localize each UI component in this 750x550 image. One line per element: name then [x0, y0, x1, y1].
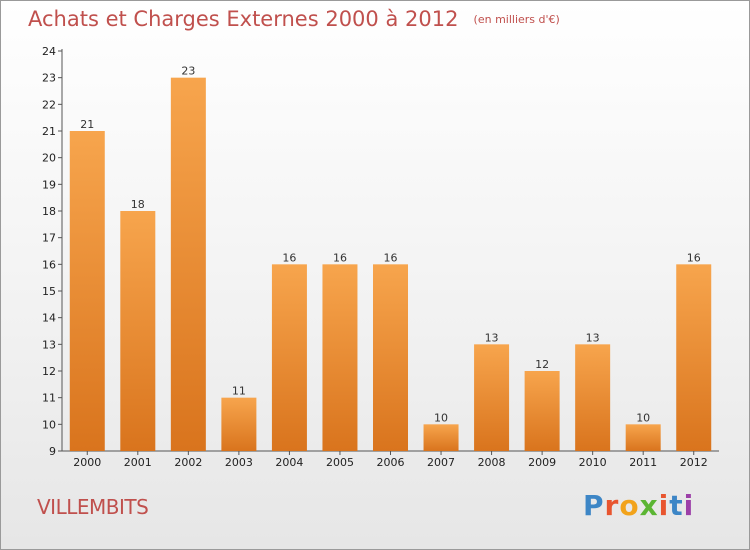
- bar: [69, 131, 105, 451]
- y-tick-label: 10: [42, 418, 56, 431]
- bar-value-label: 18: [131, 198, 145, 211]
- logo-letter: i: [658, 489, 670, 522]
- logo-letter: x: [639, 489, 659, 522]
- x-tick-label: 2003: [225, 456, 253, 469]
- bar: [373, 264, 408, 451]
- bar-value-label: 12: [535, 358, 549, 371]
- bar: [322, 264, 358, 451]
- y-tick-label: 20: [42, 152, 56, 165]
- bar-value-label: 21: [80, 118, 94, 131]
- bar: [271, 264, 307, 451]
- bar: [575, 344, 611, 451]
- bar-value-label: 23: [181, 65, 195, 78]
- bar: [524, 371, 560, 451]
- x-tick-label: 2005: [326, 456, 354, 469]
- y-tick-label: 18: [42, 205, 56, 218]
- y-tick-label: 12: [42, 365, 56, 378]
- logo-letter: r: [604, 489, 620, 522]
- y-tick-label: 15: [42, 285, 56, 298]
- bar-value-label: 16: [333, 251, 347, 264]
- chart-title: Achats et Charges Externes 2000 à 2012: [28, 7, 459, 31]
- bar-value-label: 10: [434, 411, 448, 424]
- y-tick-label: 17: [42, 232, 56, 245]
- bar-value-label: 16: [384, 251, 398, 264]
- x-tick-label: 2012: [680, 456, 708, 469]
- y-tick-label: 24: [42, 45, 56, 58]
- logo-letter: o: [619, 489, 640, 522]
- logo-letter: i: [683, 489, 695, 522]
- x-tick-label: 2006: [377, 456, 405, 469]
- bar: [676, 264, 712, 451]
- chart-unit: (en milliers d'€): [473, 13, 560, 26]
- y-tick-label: 22: [42, 98, 56, 111]
- x-tick-label: 2007: [427, 456, 455, 469]
- bar: [423, 424, 459, 451]
- bar-value-label: 13: [485, 331, 499, 344]
- y-tick-label: 16: [42, 258, 56, 271]
- x-tick-label: 2004: [275, 456, 303, 469]
- bar: [221, 397, 257, 451]
- bar: [625, 424, 661, 451]
- y-tick-label: 9: [49, 445, 56, 458]
- commune-name: VILLEMBITS: [37, 495, 149, 519]
- y-tick-label: 11: [42, 392, 56, 405]
- logo-letter: t: [669, 489, 684, 522]
- x-tick-label: 2011: [629, 456, 657, 469]
- y-tick-label: 13: [42, 338, 56, 351]
- bar-value-label: 16: [282, 251, 296, 264]
- proxiti-logo: Proxiti: [583, 489, 694, 522]
- bar: [474, 344, 510, 451]
- x-tick-label: 2002: [174, 456, 202, 469]
- x-tick-label: 2009: [528, 456, 556, 469]
- x-tick-label: 2000: [73, 456, 101, 469]
- bar-value-label: 10: [636, 411, 650, 424]
- x-tick-label: 2001: [124, 456, 152, 469]
- x-tick-label: 2010: [579, 456, 607, 469]
- bar-value-label: 16: [687, 251, 701, 264]
- title-row: Achats et Charges Externes 2000 à 2012 (…: [28, 7, 560, 31]
- bar-value-label: 11: [232, 385, 246, 398]
- y-tick-label: 14: [42, 312, 56, 325]
- logo-letter: P: [583, 489, 605, 522]
- y-tick-label: 23: [42, 72, 56, 85]
- bar: [120, 211, 156, 451]
- y-tick-label: 19: [42, 178, 56, 191]
- x-tick-label: 2008: [478, 456, 506, 469]
- bar-value-label: 13: [586, 331, 600, 344]
- y-tick-label: 21: [42, 125, 56, 138]
- bar: [170, 77, 206, 452]
